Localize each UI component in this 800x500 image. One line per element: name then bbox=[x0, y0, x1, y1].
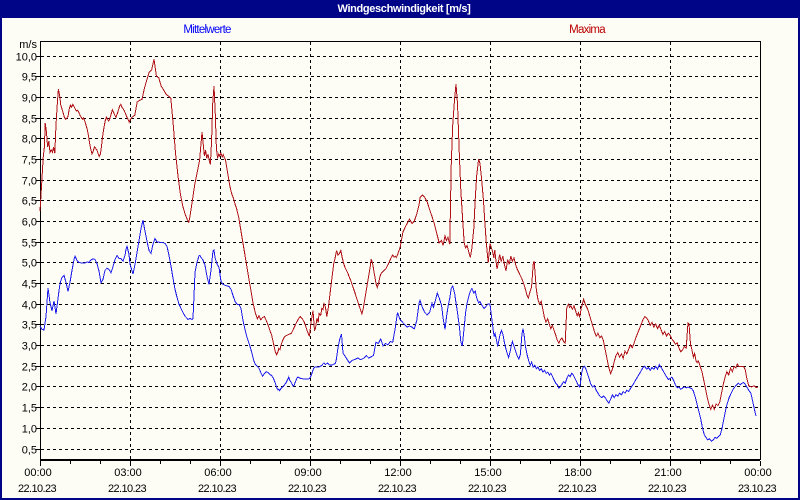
svg-text:4,5: 4,5 bbox=[22, 279, 37, 291]
svg-text:8,0: 8,0 bbox=[22, 134, 37, 146]
svg-text:9,0: 9,0 bbox=[22, 93, 37, 105]
svg-text:22.10.23: 22.10.23 bbox=[108, 483, 147, 495]
svg-text:22.10.23: 22.10.23 bbox=[468, 483, 507, 495]
svg-text:12:00: 12:00 bbox=[384, 467, 412, 479]
svg-text:5,0: 5,0 bbox=[22, 258, 37, 270]
svg-text:22.10.23: 22.10.23 bbox=[198, 483, 237, 495]
svg-text:22.10.23: 22.10.23 bbox=[378, 483, 417, 495]
svg-text:22.10.23: 22.10.23 bbox=[288, 483, 327, 495]
svg-text:10,0: 10,0 bbox=[16, 52, 37, 64]
svg-text:18:00: 18:00 bbox=[564, 467, 592, 479]
svg-text:0,5: 0,5 bbox=[22, 445, 37, 457]
svg-text:7,0: 7,0 bbox=[22, 176, 37, 188]
svg-text:4,0: 4,0 bbox=[22, 300, 37, 312]
svg-text:3,0: 3,0 bbox=[22, 341, 37, 353]
svg-text:22.10.23: 22.10.23 bbox=[18, 483, 57, 495]
svg-text:00:00: 00:00 bbox=[24, 467, 52, 479]
svg-text:22.10.23: 22.10.23 bbox=[558, 483, 597, 495]
svg-text:2,0: 2,0 bbox=[22, 382, 37, 394]
svg-text:1,0: 1,0 bbox=[22, 424, 37, 436]
svg-text:15:00: 15:00 bbox=[474, 467, 502, 479]
svg-text:6,5: 6,5 bbox=[22, 196, 37, 208]
svg-text:9,5: 9,5 bbox=[22, 72, 37, 84]
svg-text:5,5: 5,5 bbox=[22, 238, 37, 250]
svg-text:3,5: 3,5 bbox=[22, 320, 37, 332]
svg-text:2,5: 2,5 bbox=[22, 362, 37, 374]
svg-text:m/s: m/s bbox=[19, 39, 37, 51]
svg-text:03:00: 03:00 bbox=[114, 467, 142, 479]
svg-text:21:00: 21:00 bbox=[654, 467, 682, 479]
svg-text:7,5: 7,5 bbox=[22, 155, 37, 167]
svg-text:00:00: 00:00 bbox=[744, 467, 772, 479]
svg-text:22.10.23: 22.10.23 bbox=[648, 483, 687, 495]
svg-text:1,5: 1,5 bbox=[22, 403, 37, 415]
svg-text:23.10.23: 23.10.23 bbox=[738, 483, 777, 495]
svg-text:8,5: 8,5 bbox=[22, 114, 37, 126]
svg-text:09:00: 09:00 bbox=[294, 467, 322, 479]
svg-text:6,0: 6,0 bbox=[22, 217, 37, 229]
svg-text:06:00: 06:00 bbox=[204, 467, 232, 479]
